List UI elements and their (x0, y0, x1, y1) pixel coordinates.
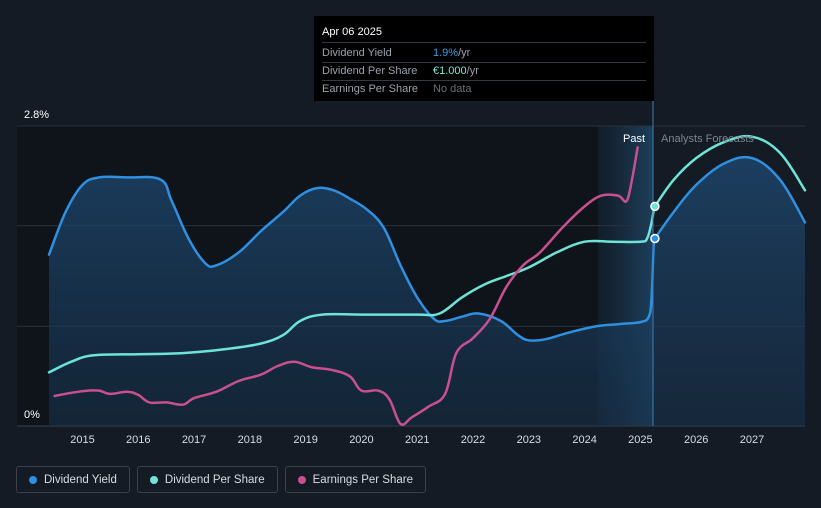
legend-dot-icon (149, 475, 158, 484)
legend: Dividend Yield Dividend Per Share Earnin… (16, 466, 426, 493)
x-tick-2018: 2018 (238, 434, 262, 446)
x-tick-2019: 2019 (293, 434, 317, 446)
x-tick-2022: 2022 (461, 434, 485, 446)
x-tick-2027: 2027 (740, 434, 764, 446)
x-tick-2020: 2020 (349, 434, 373, 446)
tooltip: Apr 06 2025 Dividend Yield 1.9% /yr Divi… (314, 16, 654, 101)
x-tick-2017: 2017 (182, 434, 206, 446)
tooltip-row-dividend-per-share: Dividend Per Share €1.000 /yr (322, 63, 646, 81)
dividend-yield-area (49, 157, 805, 426)
legend-dot-icon (297, 475, 306, 484)
tooltip-unit: /yr (466, 65, 479, 77)
x-tick-2021: 2021 (405, 434, 429, 446)
tooltip-label: Dividend Yield (322, 47, 392, 59)
tooltip-value: No data (433, 83, 472, 95)
legend-label: Earnings Per Share (312, 473, 413, 486)
tooltip-label: Earnings Per Share (322, 83, 418, 95)
tooltip-label: Dividend Per Share (322, 65, 418, 77)
past-label: Past (623, 133, 645, 145)
x-tick-2023: 2023 (517, 434, 541, 446)
earnings-per-share-line (53, 146, 639, 426)
y-tick-bottom: 0% (24, 409, 40, 421)
legend-label: Dividend Yield (44, 473, 117, 486)
dividend-per-share-line (47, 134, 807, 374)
legend-label: Dividend Per Share (164, 473, 265, 486)
x-tick-2026: 2026 (684, 434, 708, 446)
x-tick-2025: 2025 (628, 434, 652, 446)
legend-dividend-per-share[interactable]: Dividend Per Share (136, 466, 278, 493)
tooltip-markers (650, 201, 660, 244)
dividend-per-share-marker (650, 201, 660, 212)
tooltip-unit: /yr (458, 47, 471, 59)
tooltip-row-earnings-per-share: Earnings Per Share No data (322, 81, 646, 98)
legend-dividend-yield[interactable]: Dividend Yield (16, 466, 130, 493)
tooltip-row-dividend-yield: Dividend Yield 1.9% /yr (322, 45, 646, 63)
dividend-yield-marker (650, 233, 660, 244)
x-tick-2016: 2016 (126, 434, 150, 446)
y-tick-top: 2.8% (24, 109, 49, 121)
forecast-label: Analysts Forecasts (661, 133, 754, 145)
x-tick-2015: 2015 (70, 434, 94, 446)
x-tick-2024: 2024 (572, 434, 596, 446)
tooltip-date: Apr 06 2025 (322, 25, 646, 43)
tooltip-value: 1.9% (433, 47, 459, 59)
legend-dot-icon (29, 475, 37, 484)
x-axis: 2015 2016 2017 2018 2019 2020 2021 2022 2023 2024… (70, 434, 764, 446)
legend-earnings-per-share[interactable]: Earnings Per Share (284, 466, 426, 493)
tooltip-value: €1.000 (433, 65, 467, 77)
area-fills (49, 157, 805, 426)
